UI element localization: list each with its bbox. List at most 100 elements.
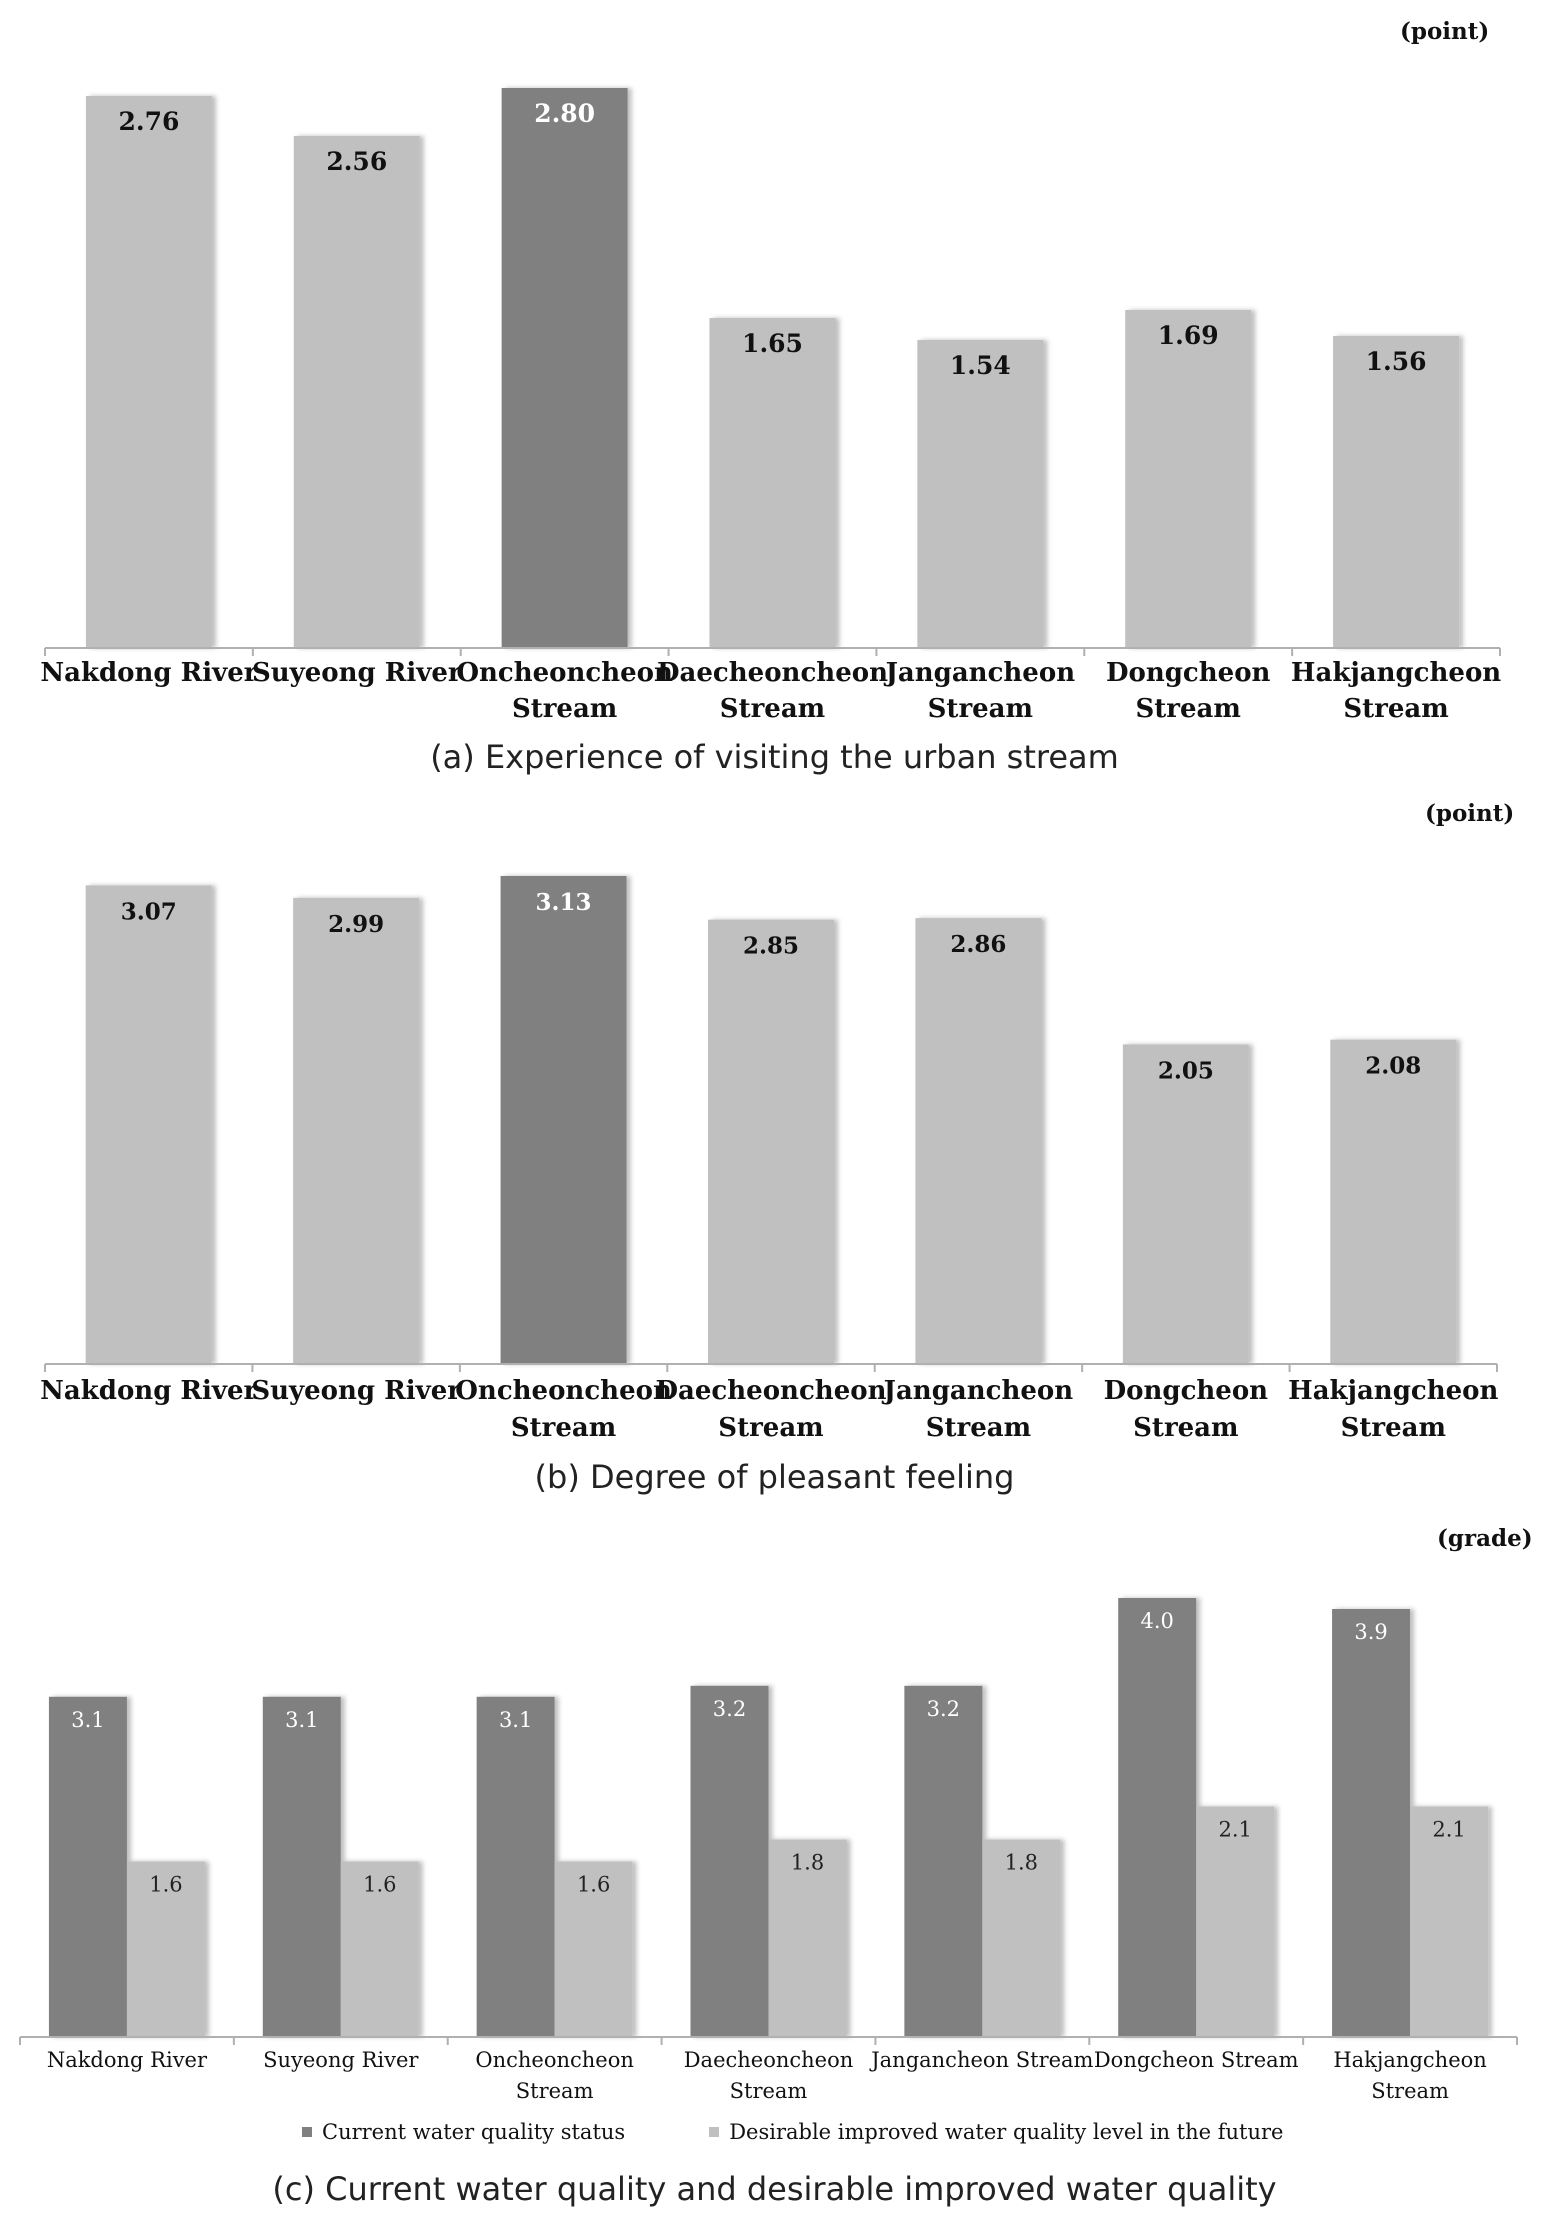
category-label: Stream (516, 2079, 594, 2103)
bar-desirable (554, 1861, 633, 2037)
bar-current (690, 1685, 769, 2037)
bar-desirable (340, 1861, 419, 2037)
chart-c: (grade) 3.1 3.1 3.1 3.2 3.2 4.0 3.9 1.6 1.6 1.6 1.… (0, 1520, 1549, 2219)
category-label: Jangancheon (884, 658, 1076, 688)
bar-desirable (1196, 1806, 1275, 2037)
category-label: Stream (1133, 1413, 1238, 1443)
data-label: 2.76 (118, 107, 179, 136)
data-label: 1.65 (742, 329, 803, 358)
data-label: 1.56 (1366, 347, 1427, 376)
category-label: Oncheoncheon (475, 2048, 634, 2072)
bar (1122, 1044, 1249, 1364)
data-label: 2.05 (1158, 1057, 1214, 1084)
category-label: Daecheoncheon (684, 2048, 854, 2072)
bar (293, 897, 420, 1364)
category-label: Stream (928, 694, 1033, 724)
category-label: Nakdong River (47, 2048, 208, 2072)
chart-b: (point) 3.07 2.99 3.13 2.85 2.86 2.05 2.08 Nakd… (0, 790, 1549, 1520)
bar (293, 136, 420, 648)
category-label: Stream (1343, 694, 1448, 724)
data-label: 1.6 (149, 1872, 182, 1896)
bar-current (1118, 1598, 1197, 2037)
unit-label-b: (point) (1425, 800, 1515, 827)
data-label: 1.54 (950, 351, 1011, 380)
category-label: Stream (1136, 694, 1241, 724)
caption-b: (b) Degree of pleasant feeling (534, 1458, 1015, 1496)
data-label: 1.6 (577, 1872, 610, 1896)
category-label: Suyeong River (263, 2048, 419, 2072)
unit-label-c: (grade) (1437, 1525, 1533, 1552)
bar (917, 340, 1044, 648)
bar-current (1332, 1608, 1411, 2037)
category-label: Hakjangcheon (1288, 1376, 1498, 1406)
bar (85, 96, 212, 648)
bar-current (48, 1696, 127, 2037)
data-label: 1.8 (791, 1850, 824, 1874)
category-label: Hakjangcheon (1291, 658, 1501, 688)
category-label: Suyeong River (252, 658, 462, 688)
category-label: Stream (730, 2079, 808, 2103)
chart-b-svg: 3.07 2.99 3.13 2.85 2.86 2.05 2.08 Nakdong Rive… (40, 876, 1499, 1443)
category-label: Nakdong River (40, 1376, 257, 1406)
category-label: Dongcheon Stream (1094, 2048, 1299, 2072)
data-label: 2.86 (950, 931, 1006, 958)
data-label: 3.07 (121, 898, 177, 925)
category-label: Oncheoncheon (455, 1376, 672, 1406)
bar (709, 318, 836, 648)
category-label: Stream (720, 694, 825, 724)
category-label: Hakjangcheon (1333, 2048, 1486, 2072)
caption-a: (a) Experience of visiting the urban str… (430, 738, 1119, 776)
data-label: 1.8 (1005, 1850, 1038, 1874)
data-label: 2.56 (326, 147, 387, 176)
data-label: 1.69 (1158, 321, 1219, 350)
data-label: 2.85 (743, 933, 799, 960)
category-label: Jangancheon (882, 1376, 1074, 1406)
chart-a: (point) 2.76 2.56 2.80 1.65 1.54 1.69 1.56 Nakd… (0, 0, 1549, 790)
data-label: 3.1 (71, 1708, 104, 1732)
data-label: 3.2 (927, 1697, 960, 1721)
category-label: Dongcheon (1106, 658, 1271, 688)
data-label: 3.2 (713, 1697, 746, 1721)
bar (85, 885, 212, 1364)
bar (500, 876, 627, 1364)
chart-a-svg: 2.76 2.56 2.80 1.65 1.54 1.69 1.56 Nakdong Rive… (40, 88, 1501, 724)
category-label: Stream (1371, 2079, 1449, 2103)
data-label: 1.6 (363, 1872, 396, 1896)
data-label: 3.1 (285, 1708, 318, 1732)
bar (1333, 336, 1460, 648)
legend-swatch-desirable (709, 2127, 720, 2137)
data-label: 2.80 (534, 99, 595, 128)
bar-desirable (768, 1839, 847, 2037)
legend-swatch-current (302, 2127, 312, 2137)
bar-desirable (982, 1839, 1061, 2037)
data-label: 2.1 (1432, 1818, 1465, 1842)
bar (1125, 310, 1252, 648)
legend-label-desirable: Desirable improved water quality level i… (729, 2120, 1284, 2144)
unit-label-a: (point) (1400, 18, 1490, 45)
data-label: 2.99 (328, 911, 384, 938)
bar-current (476, 1696, 555, 2037)
data-label: 2.08 (1365, 1053, 1421, 1080)
chart-c-svg: 3.1 3.1 3.1 3.2 3.2 4.0 3.9 1.6 1.6 1.6 1.8 1.8 2.1 2… (19, 1598, 1518, 2103)
bar-desirable (126, 1861, 205, 2037)
bar (915, 918, 1042, 1364)
legend-label-current: Current water quality status (322, 2120, 626, 2144)
data-label: 3.13 (536, 889, 592, 916)
bar (501, 88, 628, 648)
bar-current (262, 1696, 341, 2037)
category-label: Stream (512, 694, 617, 724)
category-label: Stream (511, 1413, 616, 1443)
category-label: Suyeong River (251, 1376, 461, 1406)
category-label: Stream (718, 1413, 823, 1443)
category-label: Dongcheon (1104, 1376, 1269, 1406)
category-label: Jangancheon Stream (869, 2048, 1093, 2072)
data-label: 4.0 (1141, 1609, 1174, 1633)
bar-current (904, 1685, 983, 2037)
category-label: Oncheoncheon (456, 658, 673, 688)
bar-desirable (1410, 1806, 1489, 2037)
legend: Current water quality status Desirable i… (302, 2120, 1283, 2144)
category-label: Daecheoncheon (656, 1376, 887, 1406)
category-label: Daecheoncheon (657, 658, 888, 688)
category-label: Stream (926, 1413, 1031, 1443)
category-label: Nakdong River (40, 658, 257, 688)
